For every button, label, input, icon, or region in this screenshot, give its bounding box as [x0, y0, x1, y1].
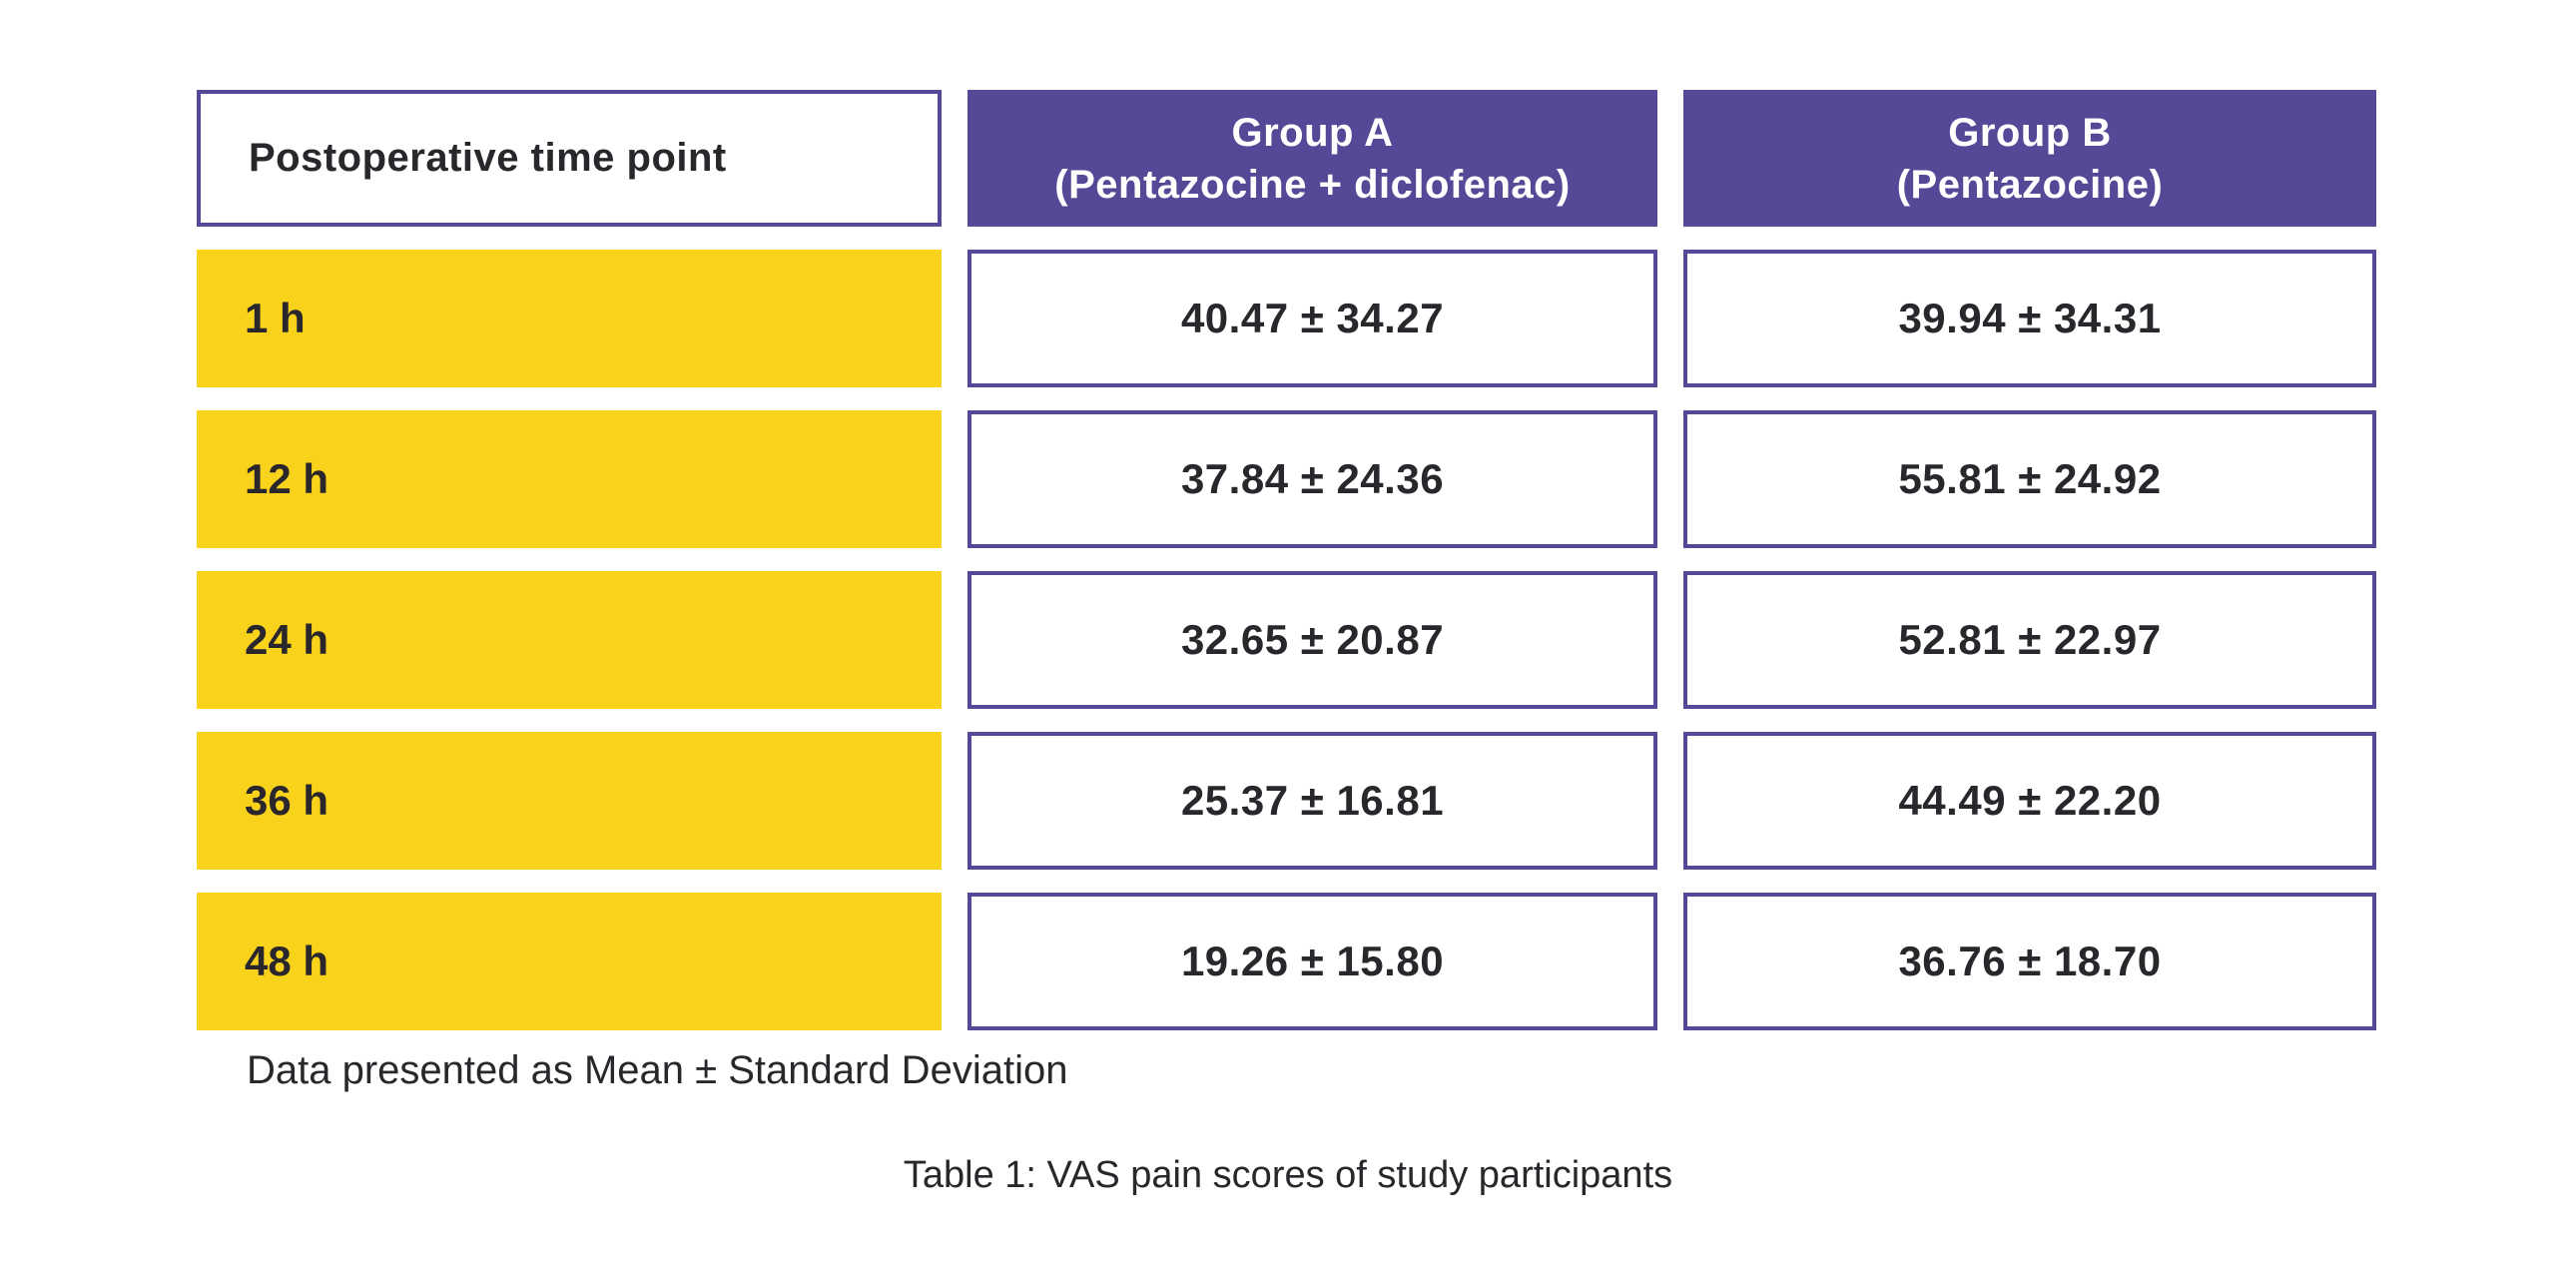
value-cell-group-b: 36.76 ± 18.70 — [1683, 893, 2376, 1030]
value-cell-group-a: 32.65 ± 20.87 — [967, 571, 1657, 709]
value-cell-group-b: 39.94 ± 34.31 — [1683, 250, 2376, 387]
value-cell-group-a: 19.26 ± 15.80 — [967, 893, 1657, 1030]
timepoint-cell: 12 h — [197, 410, 942, 548]
value-cell-group-b: 52.81 ± 22.97 — [1683, 571, 2376, 709]
group-a-drug: (Pentazocine + diclofenac) — [1054, 162, 1571, 207]
footnote: Data presented as Mean ± Standard Deviat… — [247, 1048, 1068, 1092]
group-a-name: Group A — [1231, 110, 1394, 155]
group-b-name: Group B — [1948, 110, 2112, 155]
header-cell-group-a: Group A (Pentazocine + diclofenac) — [967, 90, 1657, 227]
value-cell-group-b: 55.81 ± 24.92 — [1683, 410, 2376, 548]
table-caption: Table 1: VAS pain scores of study partic… — [903, 1154, 1673, 1196]
value-cell-group-a: 37.84 ± 24.36 — [967, 410, 1657, 548]
value-cell-group-b: 44.49 ± 22.20 — [1683, 732, 2376, 870]
timepoint-cell: 48 h — [197, 893, 942, 1030]
value-cell-group-a: 40.47 ± 34.27 — [967, 250, 1657, 387]
header-cell-group-b: Group B (Pentazocine) — [1683, 90, 2376, 227]
timepoint-cell: 1 h — [197, 250, 942, 387]
value-cell-group-a: 25.37 ± 16.81 — [967, 732, 1657, 870]
header-timepoint-label: Postoperative time point — [249, 136, 727, 180]
vas-table: Postoperative time point Group A (Pentaz… — [197, 90, 2376, 1030]
timepoint-cell: 24 h — [197, 571, 942, 709]
group-b-drug: (Pentazocine) — [1896, 162, 2164, 207]
timepoint-cell: 36 h — [197, 732, 942, 870]
header-cell-timepoint: Postoperative time point — [197, 90, 942, 227]
